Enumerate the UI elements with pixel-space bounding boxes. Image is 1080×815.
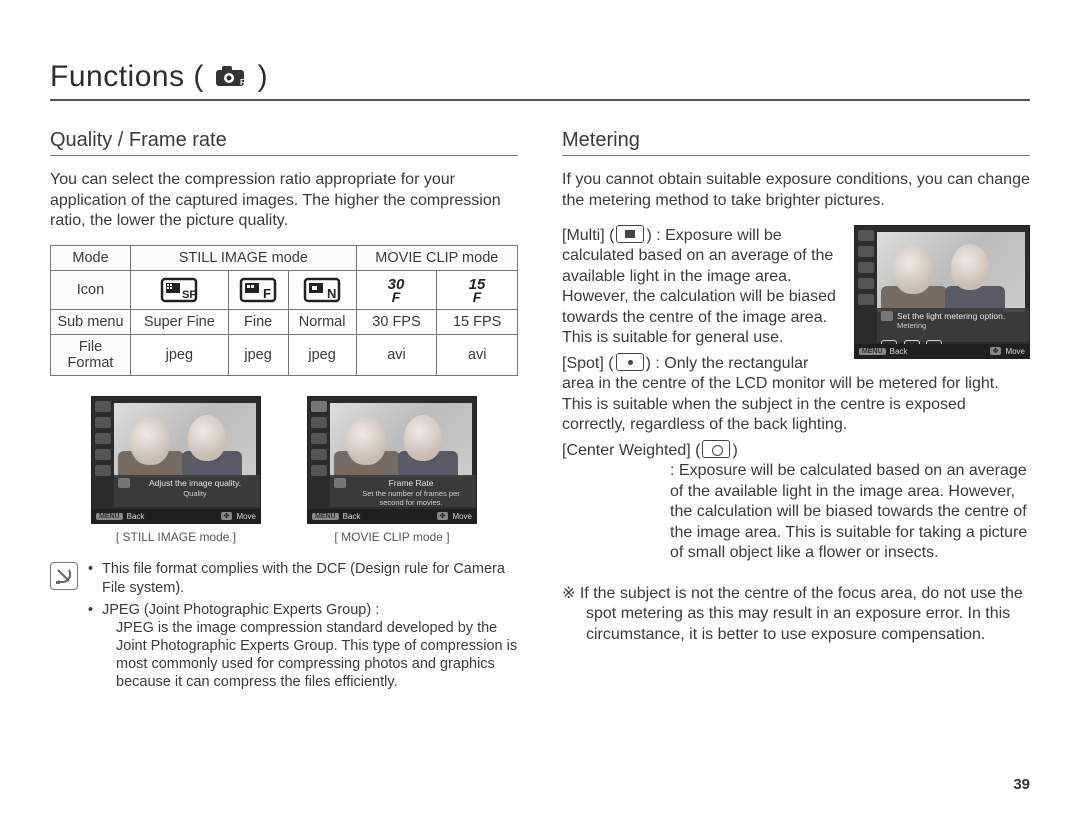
metering-intro: If you cannot obtain suitable exposure c… (562, 170, 1030, 211)
move-label: Move (1005, 347, 1025, 356)
menu-btn-icon: MENU (312, 513, 339, 520)
cell-ff-4: avi (437, 335, 518, 376)
lcd-still-image: Adjust the image quality. Quality MENU B… (91, 396, 261, 524)
note-2: JPEG (Joint Photographic Experts Group) … (88, 601, 518, 692)
cell-ff-1: jpeg (228, 335, 288, 376)
lcd-metering: Set the light metering option. Metering … (854, 225, 1030, 359)
quality-table: Mode STILL IMAGE mode MOVIE CLIP mode Ic… (50, 245, 518, 376)
dpad-icon: ✥ (437, 512, 449, 520)
metering-heading: Metering (562, 129, 1030, 156)
cell-ff-2: jpeg (288, 335, 356, 376)
cell-ff-0: jpeg (131, 335, 229, 376)
svg-text:F: F (473, 289, 482, 305)
note-icon (50, 562, 78, 590)
metering-spot: [Spot] () : Only the rectangular area in… (562, 353, 1030, 436)
svg-text:N: N (327, 286, 336, 301)
icon-normal: N (288, 271, 356, 310)
cw-icon (702, 440, 730, 458)
cell-superfine: Super Fine (131, 310, 229, 335)
banner-met-l2: Metering (897, 321, 1025, 330)
banner-movie-l1: Frame Rate (350, 478, 472, 488)
quality-intro: You can select the compression ratio app… (50, 170, 518, 231)
dpad-icon: ✥ (221, 512, 233, 520)
metering-cw: [Center Weighted] () : Exposure will be … (562, 440, 1030, 564)
cell-15fps: 15 FPS (437, 310, 518, 335)
row-label-icon: Icon (51, 271, 131, 310)
warn-line1: ※ If the subject is not the centre of th… (562, 585, 1023, 602)
row-label-fileformat: File Format (51, 335, 131, 376)
multi-icon (616, 225, 644, 243)
row-label-submenu: Sub menu (51, 310, 131, 335)
svg-text:SF: SF (182, 289, 196, 301)
banner-still-l2: Quality (134, 489, 256, 498)
multi-label: [Multi] (562, 227, 605, 244)
lcd-still-caption: [ STILL IMAGE mode ] (91, 530, 261, 544)
icon-fine: F (228, 271, 288, 310)
warn-line2: spot metering as this may result in an e… (562, 604, 1030, 646)
dpad-icon: ✥ (990, 347, 1002, 355)
move-label: Move (236, 512, 256, 521)
icon-superfine: SF (131, 271, 229, 310)
cell-30fps: 30 FPS (356, 310, 437, 335)
title-text: Functions (50, 60, 185, 93)
ff-l2: Format (68, 355, 114, 371)
cell-ff-3: avi (356, 335, 437, 376)
lcd-metering-wrap: Set the light metering option. Metering … (854, 225, 1030, 359)
th-mode: Mode (51, 246, 131, 271)
lcd-screenshots: Adjust the image quality. Quality MENU B… (50, 396, 518, 544)
ff-l1: File (79, 339, 102, 355)
spot-label: [Spot] (562, 355, 604, 372)
lcd-movie-clip: Frame Rate Set the number of frames per … (307, 396, 477, 524)
svg-text:Fn: Fn (240, 78, 249, 87)
icon-15fps: 15F (437, 271, 518, 310)
th-still: STILL IMAGE mode (131, 246, 357, 271)
page-title: Functions ( Fn ) (50, 60, 268, 95)
notes-block: This file format complies with the DCF (… (50, 560, 518, 695)
back-label: Back (890, 347, 908, 356)
back-label: Back (127, 512, 145, 521)
left-column: Quality / Frame rate You can select the … (50, 129, 518, 695)
back-label: Back (343, 512, 361, 521)
cell-fine: Fine (228, 310, 288, 335)
banner-movie-l2: Set the number of frames per second for … (350, 489, 472, 507)
svg-text:F: F (263, 286, 271, 301)
lcd-movie-caption: [ MOVIE CLIP mode ] (307, 530, 477, 544)
page-number: 39 (1013, 776, 1030, 793)
cell-normal: Normal (288, 310, 356, 335)
icon-30fps: 30F (356, 271, 437, 310)
metering-warning: ※ If the subject is not the centre of th… (562, 584, 1030, 646)
quality-heading: Quality / Frame rate (50, 129, 518, 156)
th-movie: MOVIE CLIP mode (356, 246, 517, 271)
move-label: Move (452, 512, 472, 521)
camera-fn-icon: Fn (215, 61, 249, 95)
right-column: Metering If you cannot obtain suitable e… (562, 129, 1030, 695)
banner-met-l1: Set the light metering option. (897, 311, 1025, 321)
note-1: This file format complies with the DCF (… (88, 560, 518, 596)
menu-btn-icon: MENU (859, 348, 886, 355)
banner-still-l1: Adjust the image quality. (134, 478, 256, 488)
menu-btn-icon: MENU (96, 513, 123, 520)
cw-text: : Exposure will be calculated based on a… (562, 461, 1030, 563)
page-header: Functions ( Fn ) (50, 60, 1030, 101)
cw-label: [Center Weighted] (562, 442, 691, 459)
note-2a: JPEG (Joint Photographic Experts Group) … (102, 602, 379, 618)
svg-text:F: F (392, 289, 401, 305)
note-2b: JPEG is the image compression standard d… (102, 619, 518, 692)
multi-text: : Exposure will be calculated based on a… (562, 227, 836, 346)
spot-icon (616, 353, 644, 371)
